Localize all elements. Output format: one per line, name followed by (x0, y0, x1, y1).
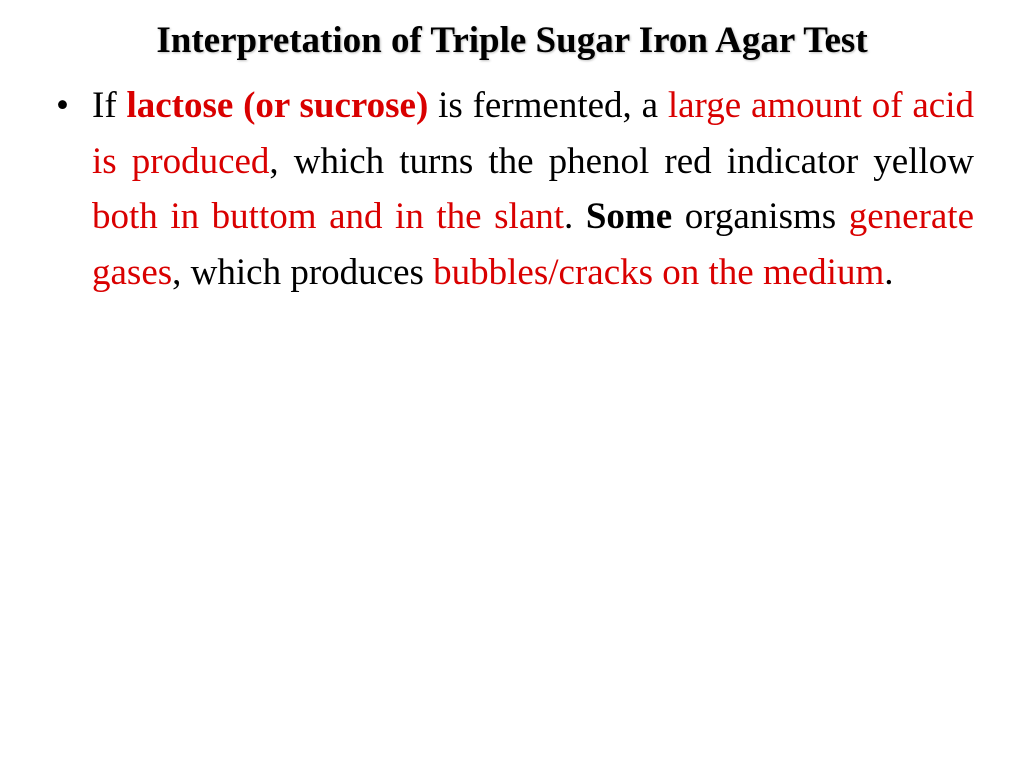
text-plain: , which turns the phenol red indicator y… (269, 141, 974, 182)
text-plain: . (564, 196, 586, 237)
text-plain: . (884, 252, 893, 293)
slide-title: Interpretation of Triple Sugar Iron Agar… (50, 18, 974, 64)
text-highlight: bubbles/cracks on the medium (433, 252, 884, 293)
text-plain: , which produces (172, 252, 433, 293)
bullet-text: If lactose (or sucrose) is fermented, a … (92, 78, 974, 300)
slide: Interpretation of Triple Sugar Iron Agar… (0, 0, 1024, 768)
text-highlight: both in buttom and in the slant (92, 196, 564, 237)
text-plain: If (92, 85, 126, 126)
text-highlight-bold: lactose (or sucrose) (126, 85, 428, 126)
text-plain: organisms (672, 196, 849, 237)
bullet-marker-icon: • (50, 78, 92, 300)
slide-body: • If lactose (or sucrose) is fermented, … (50, 78, 974, 300)
text-bold: Some (586, 196, 672, 237)
text-plain: is fermented, a (428, 85, 668, 126)
bullet-item: • If lactose (or sucrose) is fermented, … (50, 78, 974, 300)
